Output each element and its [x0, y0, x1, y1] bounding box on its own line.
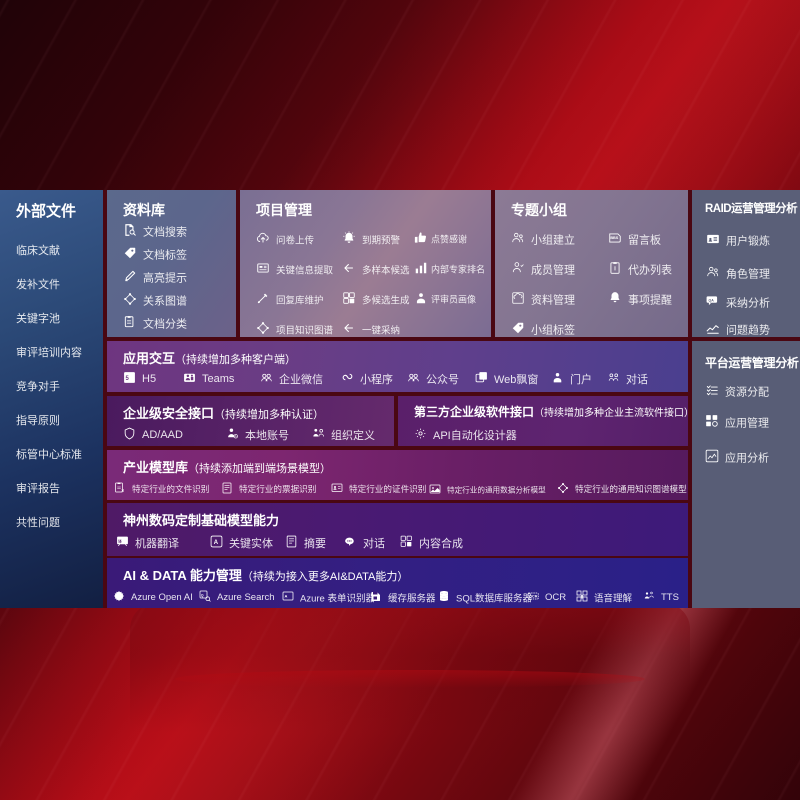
svg-text:译: 译: [118, 538, 122, 543]
svg-text:A: A: [285, 594, 288, 599]
svg-text:A: A: [214, 540, 219, 546]
svg-text:QA: QA: [709, 298, 715, 302]
svg-text:BBS: BBS: [610, 236, 618, 240]
svg-text:Q: Q: [201, 593, 204, 597]
svg-text:OCR: OCR: [529, 595, 538, 599]
